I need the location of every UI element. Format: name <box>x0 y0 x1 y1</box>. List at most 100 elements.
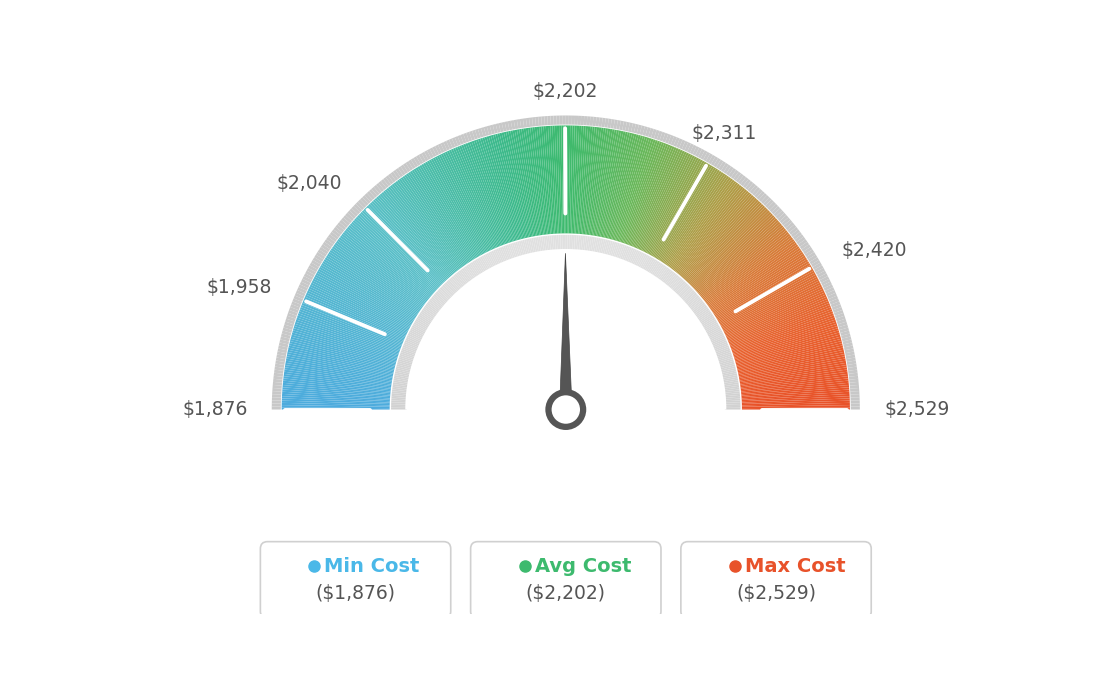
Wedge shape <box>646 127 650 137</box>
Wedge shape <box>585 127 599 235</box>
Wedge shape <box>530 238 534 254</box>
Wedge shape <box>455 147 498 247</box>
Wedge shape <box>625 122 630 131</box>
Wedge shape <box>742 396 850 403</box>
Wedge shape <box>732 315 835 353</box>
Wedge shape <box>567 235 570 250</box>
Wedge shape <box>446 139 453 149</box>
Wedge shape <box>496 124 501 132</box>
Wedge shape <box>544 236 548 252</box>
Wedge shape <box>631 250 640 266</box>
Wedge shape <box>737 343 842 370</box>
Wedge shape <box>519 241 524 256</box>
Wedge shape <box>325 257 417 316</box>
Wedge shape <box>337 239 425 305</box>
Wedge shape <box>464 144 503 245</box>
Wedge shape <box>371 201 446 281</box>
Wedge shape <box>590 117 594 126</box>
Wedge shape <box>734 324 837 357</box>
Wedge shape <box>806 252 816 259</box>
Wedge shape <box>425 304 439 315</box>
Wedge shape <box>455 274 466 287</box>
Wedge shape <box>623 246 630 262</box>
Wedge shape <box>369 189 378 198</box>
Wedge shape <box>701 317 715 327</box>
Wedge shape <box>657 131 662 141</box>
Wedge shape <box>315 255 323 262</box>
Wedge shape <box>754 189 763 198</box>
Wedge shape <box>571 235 573 250</box>
Wedge shape <box>677 189 747 274</box>
Wedge shape <box>718 355 733 362</box>
Wedge shape <box>732 317 836 354</box>
Wedge shape <box>393 384 408 388</box>
Wedge shape <box>401 351 416 357</box>
Wedge shape <box>278 346 288 351</box>
Wedge shape <box>410 328 425 337</box>
Wedge shape <box>704 234 790 302</box>
Wedge shape <box>348 210 355 219</box>
Wedge shape <box>487 253 495 268</box>
Wedge shape <box>493 250 501 265</box>
Wedge shape <box>713 344 729 351</box>
Wedge shape <box>628 144 668 245</box>
Wedge shape <box>436 291 448 303</box>
Wedge shape <box>393 380 408 384</box>
Wedge shape <box>590 237 593 253</box>
Wedge shape <box>722 279 819 330</box>
Wedge shape <box>501 132 528 238</box>
Wedge shape <box>716 354 732 360</box>
Wedge shape <box>376 197 449 278</box>
Wedge shape <box>591 237 595 253</box>
Wedge shape <box>664 173 725 264</box>
Wedge shape <box>285 367 392 385</box>
Wedge shape <box>701 228 786 298</box>
Wedge shape <box>466 265 476 279</box>
Wedge shape <box>729 303 830 345</box>
Wedge shape <box>406 337 421 345</box>
Wedge shape <box>719 362 734 368</box>
Wedge shape <box>660 170 720 262</box>
Wedge shape <box>297 287 307 294</box>
Wedge shape <box>473 261 482 275</box>
Wedge shape <box>850 397 860 401</box>
Wedge shape <box>376 183 384 192</box>
Wedge shape <box>453 275 465 288</box>
Wedge shape <box>389 186 457 272</box>
Wedge shape <box>510 130 533 237</box>
Wedge shape <box>683 198 757 279</box>
Wedge shape <box>469 141 508 244</box>
Wedge shape <box>607 119 612 128</box>
Wedge shape <box>607 241 613 256</box>
Wedge shape <box>309 286 407 335</box>
Wedge shape <box>550 235 552 251</box>
Wedge shape <box>737 346 843 371</box>
Wedge shape <box>639 255 648 269</box>
Wedge shape <box>716 159 723 169</box>
Text: $2,311: $2,311 <box>692 124 757 144</box>
Wedge shape <box>286 359 393 380</box>
Wedge shape <box>774 208 783 217</box>
Wedge shape <box>575 126 584 234</box>
Wedge shape <box>539 237 542 253</box>
Wedge shape <box>618 244 625 260</box>
Wedge shape <box>328 252 420 313</box>
Wedge shape <box>326 237 336 244</box>
Wedge shape <box>374 198 448 279</box>
Wedge shape <box>712 252 804 313</box>
Wedge shape <box>331 229 341 237</box>
Wedge shape <box>548 235 551 251</box>
Wedge shape <box>728 297 827 341</box>
Wedge shape <box>737 348 843 373</box>
Wedge shape <box>789 227 798 235</box>
Wedge shape <box>317 270 412 325</box>
Wedge shape <box>395 371 411 377</box>
Wedge shape <box>839 324 848 330</box>
Wedge shape <box>399 355 414 362</box>
Wedge shape <box>513 119 518 129</box>
Wedge shape <box>648 159 701 255</box>
Wedge shape <box>805 249 814 257</box>
Wedge shape <box>463 267 474 281</box>
Wedge shape <box>851 406 860 410</box>
Wedge shape <box>682 290 694 302</box>
